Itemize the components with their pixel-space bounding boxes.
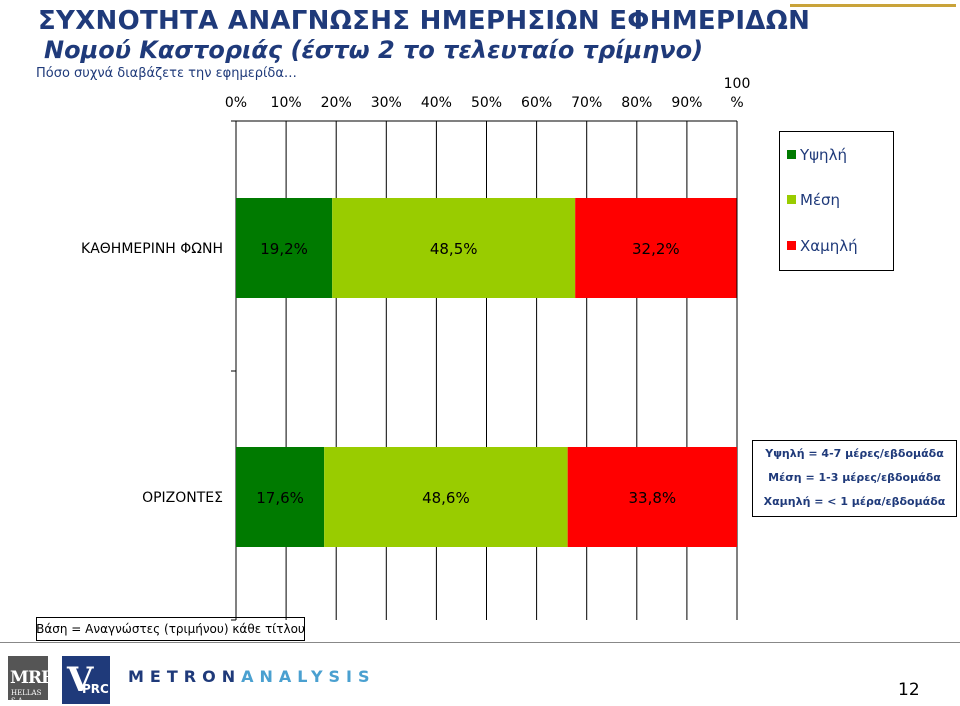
vprc-logo-v: V <box>67 660 94 700</box>
data-label: 33,8% <box>629 489 677 507</box>
bar-segment <box>236 198 333 298</box>
legend-item: Χαμηλή <box>787 237 858 255</box>
legend-swatch <box>787 150 796 159</box>
definition-low: Χαμηλή = < 1 μέρα/εβδομάδα <box>763 495 946 508</box>
bar-segment <box>332 198 576 298</box>
x-tick-label: 80% <box>621 95 652 111</box>
mrb-logo-text: MRB <box>10 668 55 688</box>
metron-logo-text: METRON <box>128 667 242 686</box>
legend-label: Χαμηλή <box>800 237 858 255</box>
x-tick-label: 50% <box>471 95 502 111</box>
definition-medium: Μέση = 1-3 μέρες/εβδομάδα <box>768 471 941 484</box>
x-tick-label: 20% <box>321 95 352 111</box>
vprc-logo-text: PRC <box>82 682 109 696</box>
bar-segment <box>575 198 737 298</box>
x-tick-label: 70% <box>571 95 602 111</box>
header-rule <box>790 4 956 7</box>
metron-analysis-logo: METRONANALYSIS <box>128 667 376 686</box>
vprc-logo: V PRC <box>62 656 110 704</box>
page-title: ΣΥΧΝΟΤΗΤΑ ΑΝΑΓΝΩΣΗΣ ΗΜΕΡΗΣΙΩΝ ΕΦΗΜΕΡΙΔΩΝ <box>38 6 811 36</box>
footer-divider <box>0 642 960 643</box>
x-tick-label: 30% <box>371 95 402 111</box>
bar-segment <box>324 447 568 547</box>
bar-segment <box>567 447 737 547</box>
x-tick-label: 0% <box>225 95 247 111</box>
mrb-logo-subtext: HELLAS S.A. <box>11 689 42 705</box>
data-label: 19,2% <box>260 240 308 258</box>
chart-legend: Υψηλή Μέση Χαμηλή <box>779 131 894 271</box>
mrb-logo: MRB HELLAS S.A. <box>8 656 55 705</box>
category-label: ΟΡΙΖΟΝΤΕΣ <box>142 490 223 506</box>
legend-swatch <box>787 241 796 250</box>
x-tick-label: 100% <box>724 76 751 111</box>
x-tick-label: 60% <box>521 95 552 111</box>
category-label: ΚΑΘΗΜΕΡΙΝΗ ΦΩΝΗ <box>81 241 223 257</box>
frequency-definitions: Υψηλή = 4-7 μέρες/εβδομάδα Μέση = 1-3 μέ… <box>752 440 957 517</box>
x-tick-label: 10% <box>271 95 302 111</box>
data-label: 32,2% <box>632 240 680 258</box>
legend-label: Μέση <box>800 191 841 209</box>
legend-swatch <box>787 195 796 204</box>
definition-high: Υψηλή = 4-7 μέρες/εβδομάδα <box>765 447 944 460</box>
page-subtitle: Νομού Καστοριάς (έστω 2 το τελευταίο τρί… <box>44 36 704 64</box>
data-label: 17,6% <box>256 489 304 507</box>
bar-segment <box>236 447 325 547</box>
data-label: 48,5% <box>430 240 478 258</box>
survey-question: Πόσο συχνά διαβάζετε την εφημερίδα… <box>36 66 297 81</box>
data-label: 48,6% <box>422 489 470 507</box>
x-tick-label: 40% <box>421 95 452 111</box>
base-note: Βάση = Αναγνώστες (τριμήνου) κάθε τίτλου <box>36 617 305 641</box>
legend-item: Υψηλή <box>787 146 847 164</box>
legend-label: Υψηλή <box>800 146 847 164</box>
page-number: 12 <box>898 680 920 700</box>
analysis-logo-text: ANALYSIS <box>241 667 376 686</box>
legend-item: Μέση <box>787 191 841 209</box>
x-tick-label: 90% <box>671 95 702 111</box>
